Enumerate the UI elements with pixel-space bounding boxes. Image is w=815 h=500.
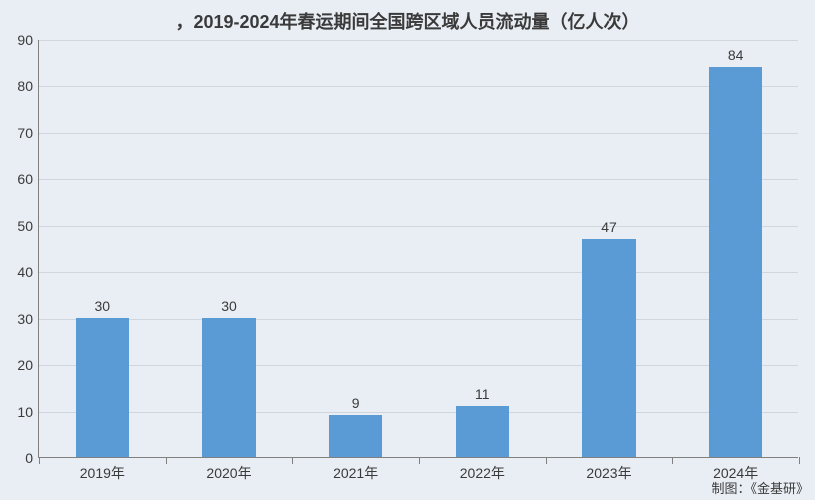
x-tick-label: 2019年 <box>80 457 125 483</box>
y-tick-label: 80 <box>17 78 39 94</box>
plot-area: 0102030405060708090302019年302020年92021年1… <box>38 40 798 458</box>
bar-value-label: 30 <box>221 298 237 314</box>
gridline <box>39 40 798 41</box>
bar: 9 <box>329 415 382 457</box>
x-tick-mark <box>546 457 547 464</box>
y-tick-label: 20 <box>17 357 39 373</box>
x-tick-label: 2020年 <box>206 457 251 483</box>
bar: 47 <box>582 239 635 457</box>
gridline <box>39 365 798 366</box>
x-tick-label: 2023年 <box>586 457 631 483</box>
y-tick-label: 50 <box>17 218 39 234</box>
gridline <box>39 179 798 180</box>
x-tick-mark <box>419 457 420 464</box>
chart-title: ，2019-2024年春运期间全国跨区域人员流动量（亿人次） <box>0 8 815 34</box>
x-tick-mark <box>672 457 673 464</box>
bar: 30 <box>202 318 255 457</box>
y-tick-label: 30 <box>17 311 39 327</box>
bar-value-label: 47 <box>601 219 617 235</box>
y-tick-label: 10 <box>17 404 39 420</box>
x-tick-mark <box>799 457 800 464</box>
bar-value-label: 9 <box>352 395 360 411</box>
gridline <box>39 319 798 320</box>
x-tick-mark <box>292 457 293 464</box>
bar: 11 <box>456 406 509 457</box>
y-tick-label: 70 <box>17 125 39 141</box>
bar-value-label: 11 <box>475 386 490 402</box>
bar: 84 <box>709 67 762 457</box>
x-tick-label: 2022年 <box>460 457 505 483</box>
gridline <box>39 272 798 273</box>
y-tick-label: 40 <box>17 264 39 280</box>
x-tick-mark <box>39 457 40 464</box>
x-tick-mark <box>166 457 167 464</box>
plot-wrapper: 0102030405060708090302019年302020年92021年1… <box>38 40 798 458</box>
gridline <box>39 86 798 87</box>
y-tick-label: 0 <box>25 450 39 466</box>
gridline <box>39 226 798 227</box>
bar-value-label: 30 <box>95 298 111 314</box>
chart-credit: 制图：《金基研》 <box>711 478 809 497</box>
x-tick-label: 2021年 <box>333 457 378 483</box>
bar: 30 <box>76 318 129 457</box>
bar-value-label: 84 <box>728 47 744 63</box>
y-tick-label: 90 <box>17 32 39 48</box>
chart-container: ，2019-2024年春运期间全国跨区域人员流动量（亿人次） 010203040… <box>0 0 815 500</box>
y-tick-label: 60 <box>17 171 39 187</box>
gridline <box>39 133 798 134</box>
gridline <box>39 412 798 413</box>
